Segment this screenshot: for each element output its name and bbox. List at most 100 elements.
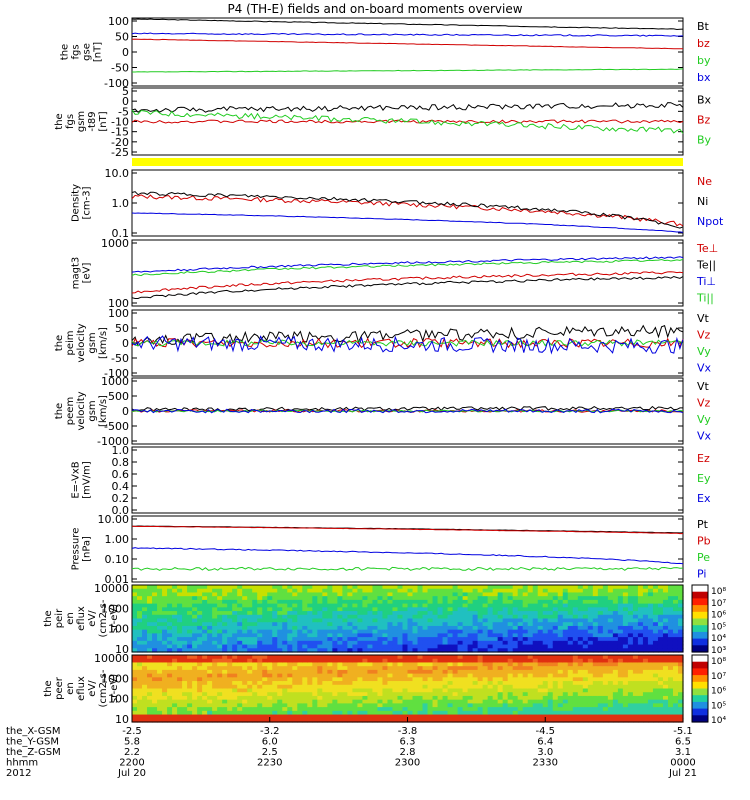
series-By	[131, 109, 684, 134]
y-axis-label-line: [nT]	[93, 42, 104, 62]
spectrogram-cell	[372, 703, 379, 708]
spectrogram-cell	[187, 629, 193, 634]
spectrogram-cell	[357, 603, 364, 608]
spectrogram-cell	[297, 622, 303, 627]
spectrogram-cell	[277, 603, 283, 608]
spectrogram-cell	[442, 637, 449, 642]
spectrogram-cell	[472, 622, 479, 627]
spectrogram-cell	[237, 714, 243, 719]
spectrogram-cell	[557, 637, 564, 642]
spectrogram-cell	[342, 607, 348, 612]
spectrogram-cell	[577, 640, 584, 646]
spectrogram-cell	[552, 633, 559, 638]
spectrogram-cell	[442, 695, 449, 701]
spectrogram-cell	[432, 622, 439, 627]
spectrogram-cell	[332, 588, 338, 594]
spectrogram-cell	[282, 629, 288, 634]
spectrogram-cell	[637, 677, 644, 682]
spectrogram-cell	[357, 625, 364, 631]
spectrogram-cell	[617, 596, 624, 601]
spectrogram-cell	[532, 648, 539, 653]
spectrogram-cell	[342, 718, 348, 723]
spectrogram-cell	[487, 603, 494, 608]
spectrogram-cell	[217, 699, 223, 704]
spectrogram-cell	[307, 588, 313, 594]
colorbar-segment	[692, 706, 708, 710]
spectrogram-cell	[542, 629, 549, 634]
spectrogram-cell	[622, 655, 629, 660]
spectrogram-cell	[247, 599, 253, 605]
spectrogram-cell	[612, 599, 619, 605]
spectrogram-cell	[317, 607, 323, 612]
spectrogram-cell	[622, 603, 629, 608]
spectrogram-cell	[462, 677, 469, 682]
spectrogram-cell	[622, 669, 629, 675]
colorbar-segment	[692, 698, 708, 701]
spectrogram-cell	[662, 648, 669, 653]
spectrogram-cell	[152, 644, 158, 649]
spectrogram-cell	[427, 662, 434, 667]
spectrogram-cell	[632, 677, 639, 682]
spectrogram-cell	[142, 648, 148, 653]
spectrogram-cell	[672, 684, 679, 690]
spectrogram-cell	[182, 637, 188, 642]
spectrogram-cell	[277, 662, 283, 667]
spectrogram-cell	[312, 640, 318, 646]
spectrogram-cell	[177, 637, 183, 642]
spectrogram-cell	[432, 669, 439, 675]
spectrogram-cell	[167, 618, 173, 623]
spectrogram-cell	[352, 666, 359, 671]
colorbar-segment	[692, 700, 708, 703]
spectrogram-cell	[447, 585, 454, 590]
spectrogram-cell	[317, 684, 323, 690]
spectrogram-cell	[257, 629, 263, 634]
spectrogram-cell	[297, 703, 303, 708]
spectrogram-cell	[562, 662, 569, 667]
spectrogram-cell	[612, 585, 619, 590]
spectrogram-cell	[572, 714, 579, 719]
spectrogram-cell	[382, 669, 389, 675]
spectrogram-cell	[302, 588, 308, 594]
spectrogram-cell	[197, 714, 203, 719]
y-axis-label-line: the	[54, 113, 65, 129]
spectrogram-cell	[617, 585, 624, 590]
legend-label: Bt	[697, 20, 710, 33]
spectrogram-cell	[552, 648, 559, 653]
colorbar-segment	[692, 615, 708, 618]
spectrogram-cell	[652, 592, 659, 597]
spectrogram-cell	[412, 611, 419, 616]
spectrogram-cell	[652, 677, 659, 682]
colorbar-segment	[692, 595, 708, 598]
spectrogram-cell	[352, 707, 359, 712]
spectrogram-cell	[667, 648, 674, 653]
spectrogram-cell	[292, 625, 298, 631]
spectrogram-cell	[317, 614, 323, 620]
spectrogram-cell	[207, 655, 213, 660]
series-Ti⊥	[131, 256, 684, 273]
spectrogram-cell	[532, 681, 539, 686]
spectrogram-cell	[157, 666, 163, 671]
spectrogram-cell	[672, 703, 679, 708]
colorbar-segment	[692, 655, 708, 658]
spectrogram-cell	[262, 655, 268, 660]
spectrogram-cell	[602, 648, 609, 653]
colorbar-frame	[691, 654, 709, 723]
spectrogram-cell	[402, 607, 409, 612]
y-tick-label: 50	[115, 31, 129, 44]
spectrogram-cell	[477, 603, 484, 608]
colorbar-segment	[692, 610, 708, 613]
spectrogram-cell	[432, 603, 439, 608]
spectrogram-cell	[212, 614, 218, 620]
spectrogram-cell	[227, 673, 233, 678]
spectrogram-cell	[512, 611, 519, 616]
spectrogram-cell	[197, 718, 203, 723]
spectrogram-cell	[527, 625, 534, 631]
spectrogram-cell	[497, 625, 504, 631]
spectrogram-cell	[562, 618, 569, 623]
spectrogram-cell	[432, 681, 439, 686]
y-axis-label-line: gse	[82, 43, 93, 61]
spectrogram-cell	[392, 596, 399, 601]
spectrogram-cell	[307, 666, 313, 671]
spectrogram-cell	[612, 588, 619, 594]
